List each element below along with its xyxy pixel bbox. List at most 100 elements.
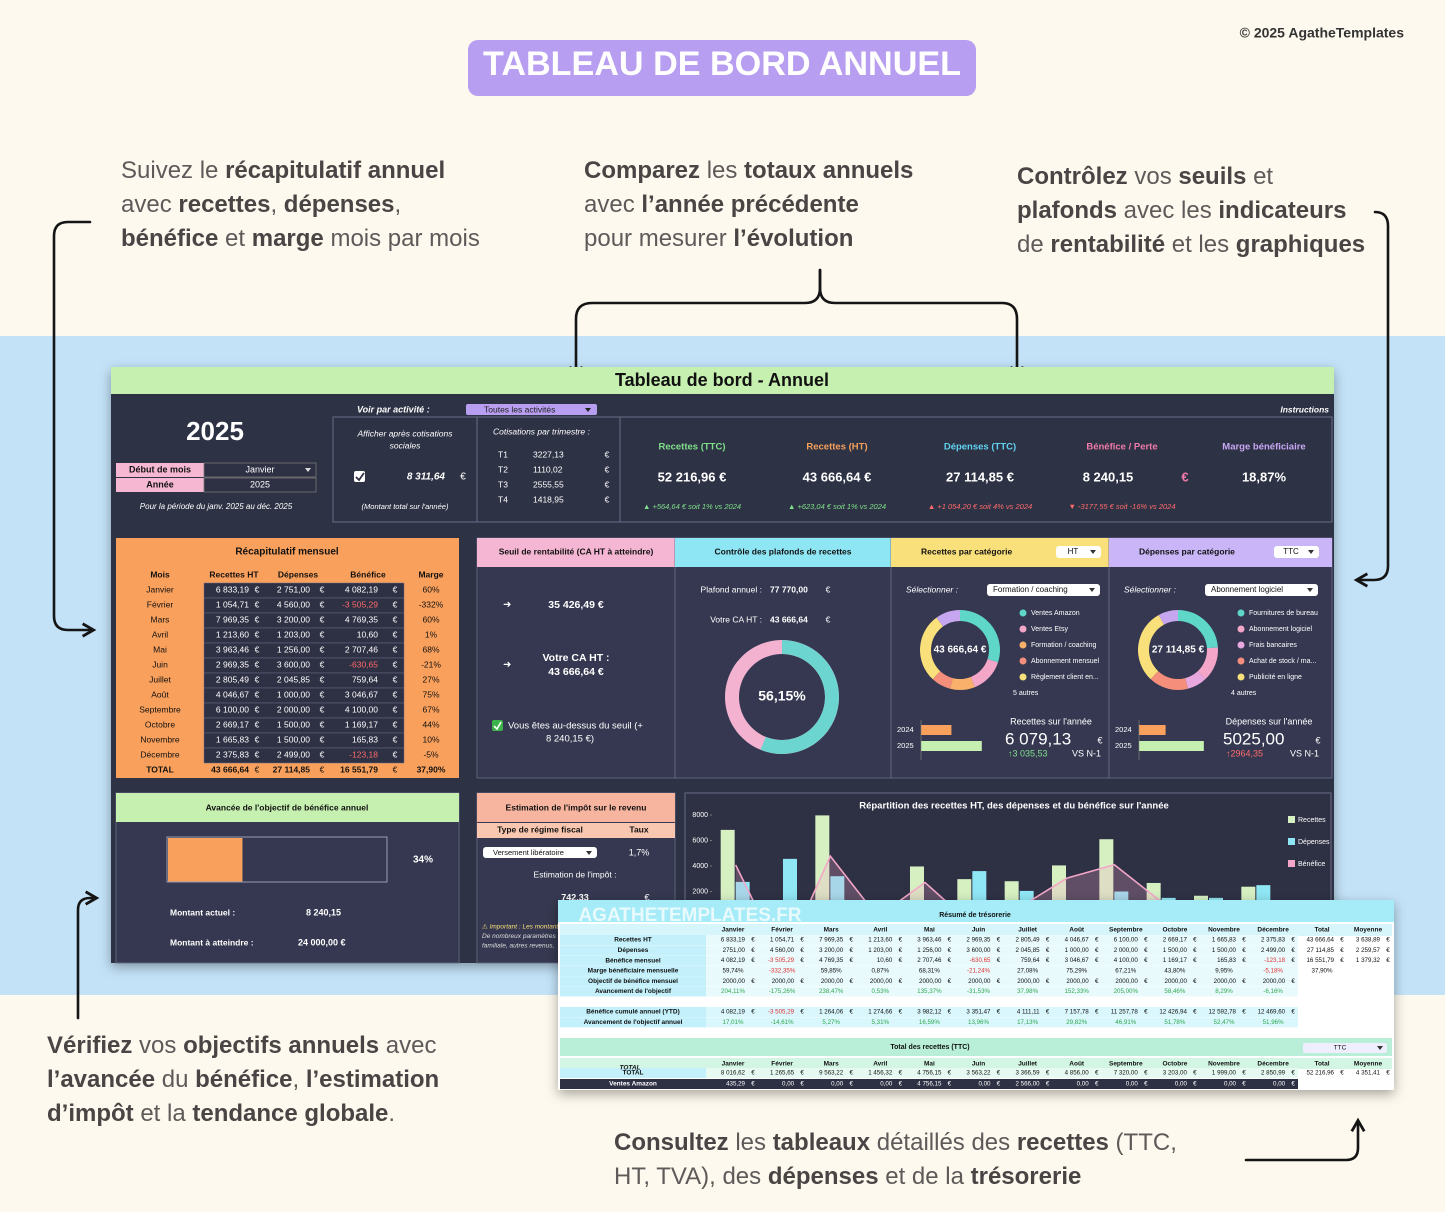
legend-label: Achat de stock / ma... <box>1249 658 1316 665</box>
callout-run: de <box>1017 231 1050 258</box>
callout-run: l’année précédente <box>641 191 858 218</box>
column-header: Taux <box>629 824 648 834</box>
row-label-cell <box>560 955 706 966</box>
summary-vs: VS N-1 <box>1290 748 1319 758</box>
currency: € <box>320 674 325 684</box>
currency: € <box>255 584 260 594</box>
summary-change: ↑3 035,53 <box>1008 748 1048 758</box>
select-label: Sélectionner : <box>1124 584 1177 594</box>
arrow <box>52 220 97 638</box>
currency: € <box>605 494 610 504</box>
cell: 10,60 <box>877 957 893 964</box>
header-row <box>560 924 1392 936</box>
plafond-label: Plafond annuel : <box>701 584 762 594</box>
recap-value: 1 665,83 <box>216 734 249 744</box>
arrow <box>76 890 100 1020</box>
currency: € <box>1242 947 1246 954</box>
callout-run: trésorerie <box>971 1163 1082 1190</box>
column-header: Moyenne <box>1354 1061 1383 1068</box>
panel <box>476 537 676 779</box>
quarter-value: 1110,02 <box>533 464 563 474</box>
instructions-link: Instructions <box>1280 404 1329 414</box>
quarter-label: T1 <box>498 449 508 459</box>
month: Juin <box>152 659 168 669</box>
row-bg <box>560 1068 1298 1078</box>
cell: 2 000,00 <box>1114 947 1139 954</box>
currency: € <box>751 978 755 985</box>
legend-label: 4 autres <box>1231 690 1257 697</box>
cell: 2000,00 <box>1017 978 1040 985</box>
currency: € <box>1046 1070 1050 1077</box>
cell: 1 264,06 <box>819 1009 844 1016</box>
callout-line: de rentabilité et les graphiques <box>1017 231 1365 258</box>
arrow-icon: ➜ <box>503 600 511 611</box>
objectif-value: 8 240,15 <box>306 907 341 917</box>
column-header: Mars <box>824 1061 840 1068</box>
callout-run: totaux annuels <box>744 157 913 184</box>
currency: € <box>849 1070 853 1077</box>
cell: 2000,00 <box>968 978 991 985</box>
callout-run: seuils <box>1178 163 1246 190</box>
panel-title: Contrôle des plafonds de recettes <box>715 546 852 556</box>
watermark: AGATHETEMPLATES.FR <box>578 905 801 926</box>
arrow-icon: ➜ <box>503 660 511 671</box>
cell: 2 566,00 <box>1016 1081 1041 1088</box>
panel-header <box>477 538 675 567</box>
cell: 43,80% <box>1164 968 1185 975</box>
cell: 2 045,85 <box>1016 947 1041 954</box>
bar <box>720 829 735 917</box>
currency: € <box>997 1081 1001 1088</box>
cell: 3 563,22 <box>966 1070 991 1077</box>
dropdown-caret <box>1307 588 1313 592</box>
column-header: Total <box>1314 1061 1329 1068</box>
currency: € <box>1242 1009 1246 1016</box>
quarter-label: T3 <box>498 479 508 489</box>
panel-header <box>116 793 459 822</box>
callout-line: pour mesurer l’évolution <box>584 225 853 252</box>
cell: -3 505,29 <box>768 957 795 964</box>
kpi-unit: € <box>1181 469 1188 484</box>
column-header: Janvier <box>722 927 745 934</box>
callout-run: bénéfice <box>121 225 218 252</box>
comparison-bar <box>921 725 952 735</box>
legend-label: Dépenses <box>1298 839 1330 846</box>
cell: 2000,00 <box>1214 978 1237 985</box>
row-label-cell <box>560 1068 706 1078</box>
panel-title: Dépenses par catégorie <box>1139 546 1235 556</box>
row-bg <box>560 965 1298 976</box>
currency: € <box>1242 978 1246 985</box>
row-bg <box>560 955 1298 966</box>
column-header: Décembre <box>1257 927 1289 934</box>
donut-slice <box>920 617 943 680</box>
recap-value: 1 500,00 <box>277 719 310 729</box>
currency: € <box>997 1009 1001 1016</box>
callout-run: détaillés des <box>870 1129 1017 1156</box>
currency: € <box>255 704 260 714</box>
currency: € <box>1144 947 1148 954</box>
cell: 2751,00 <box>723 947 746 954</box>
currency: € <box>899 957 903 964</box>
column-header: Octobre <box>1162 927 1187 934</box>
currency: € <box>1386 1081 1390 1088</box>
currency: € <box>255 674 260 684</box>
currency: € <box>1340 1081 1344 1088</box>
callout-run: vos <box>1128 163 1179 190</box>
cell: 3 982,12 <box>917 1009 942 1016</box>
cell: 4 111,11 <box>1017 1009 1040 1016</box>
recap-value: 4 560,00 <box>277 599 310 609</box>
cell: 37,90% <box>1312 968 1333 975</box>
year-value-cell <box>203 462 317 478</box>
arrow <box>1244 1117 1366 1162</box>
header-row <box>560 1058 1392 1069</box>
column-header: Décembre <box>1257 1061 1289 1068</box>
currency: € <box>393 719 398 729</box>
callout-line: HT, TVA), des dépenses et de la trésorer… <box>614 1163 1081 1190</box>
table-title: Total des recettes (TTC) <box>890 1044 969 1051</box>
cell: 1 000,00 <box>1065 947 1090 954</box>
recap-margin: 68% <box>422 644 439 654</box>
cell: 0,00 <box>1126 1081 1139 1088</box>
taux-value: 1,7% <box>629 847 650 857</box>
currency: € <box>255 614 260 624</box>
row-bg <box>560 1017 1298 1028</box>
currency: € <box>800 1070 804 1077</box>
